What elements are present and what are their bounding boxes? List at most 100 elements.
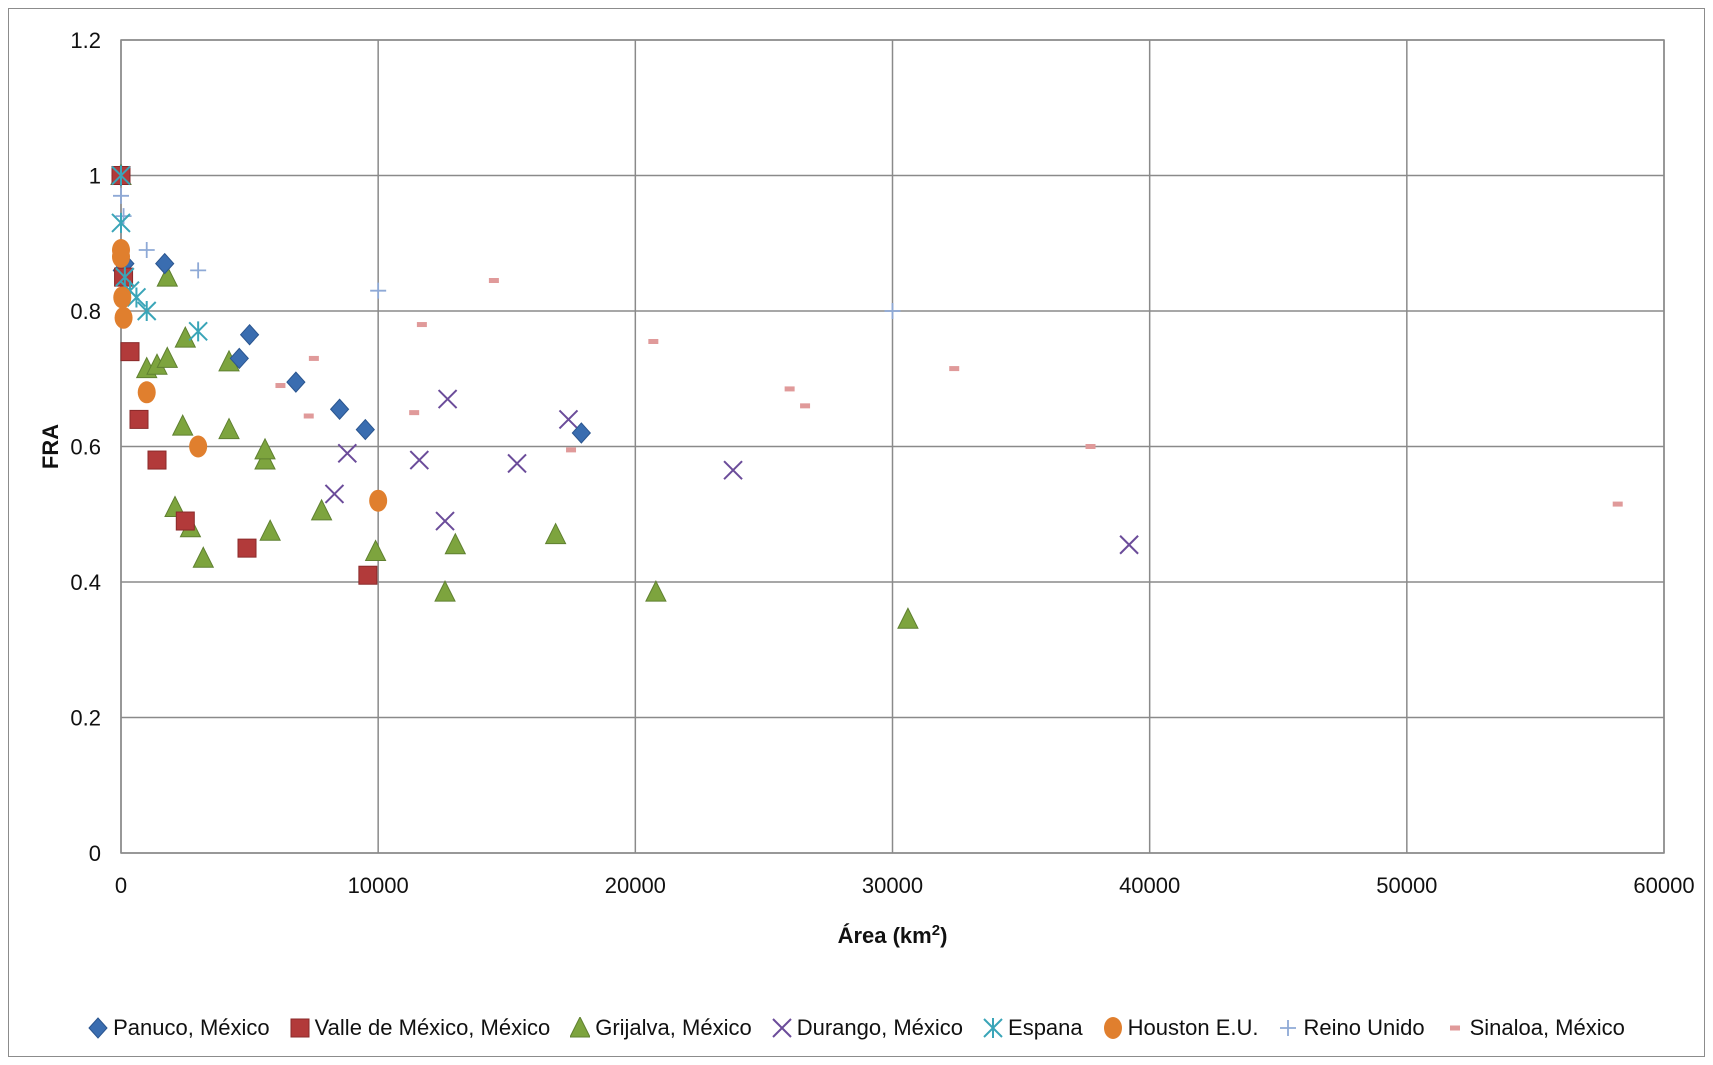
data-point	[120, 342, 140, 362]
x-tick-label: 60000	[1633, 873, 1694, 898]
data-point	[645, 580, 667, 602]
data-point	[723, 460, 743, 480]
series-circle-points	[112, 239, 388, 512]
data-point	[138, 242, 155, 259]
data-point	[259, 519, 281, 541]
legend-marker	[1103, 1017, 1122, 1039]
plot-area	[120, 39, 1665, 854]
data-point	[571, 422, 592, 444]
data-point	[444, 532, 467, 555]
series-dash-points	[118, 173, 1623, 507]
data-point	[435, 511, 455, 531]
legend-marker-shape	[290, 1018, 310, 1038]
data-point	[156, 265, 179, 287]
legend-item: Grijalva, México	[570, 1015, 752, 1041]
data-point	[188, 321, 208, 342]
data-point	[218, 417, 240, 440]
data-point	[111, 212, 131, 233]
data-point	[437, 389, 458, 409]
legend-marker	[88, 1017, 108, 1039]
data-point	[308, 355, 319, 361]
data-point	[566, 447, 577, 453]
y-tick-label: 1.2	[70, 28, 101, 53]
y-axis-title: FRA	[38, 424, 63, 469]
legend-marker	[1449, 1025, 1460, 1031]
x-tick-label: 50000	[1376, 873, 1437, 898]
y-tick-label: 0.8	[70, 299, 101, 324]
data-point	[112, 245, 130, 268]
y-tick-label: 0.2	[70, 706, 101, 731]
data-point	[137, 381, 156, 404]
data-point	[129, 409, 149, 429]
x-tick-label: 20000	[605, 873, 666, 898]
data-point	[544, 522, 567, 545]
plot-area-border	[120, 39, 1665, 854]
legend-item: Reino Unido	[1278, 1015, 1425, 1041]
data-point	[229, 347, 249, 370]
data-point	[416, 322, 427, 328]
x-axis-title-close: )	[940, 923, 947, 948]
data-point	[364, 539, 387, 562]
series-triangle-points	[110, 163, 919, 629]
legend-label: Panuco, México	[113, 1015, 270, 1040]
data-point	[1119, 535, 1139, 555]
data-point	[409, 450, 430, 470]
data-point	[174, 325, 197, 348]
legend-marker-shape	[88, 1017, 108, 1039]
data-point	[156, 346, 179, 368]
legend-label: Sinaloa, México	[1469, 1015, 1625, 1040]
x-tick-label: 30000	[862, 873, 923, 898]
legend-label: Grijalva, México	[595, 1015, 752, 1040]
data-point	[155, 252, 175, 275]
legend-marker-shape	[570, 1017, 591, 1038]
legend-item: Espana	[983, 1015, 1083, 1041]
data-point	[286, 371, 306, 393]
data-point	[324, 484, 345, 504]
data-point	[171, 414, 194, 436]
data-points	[110, 163, 1623, 629]
x-axis-title-text: Área (km	[838, 923, 932, 948]
data-point	[111, 165, 131, 186]
legend-marker-shape	[983, 1018, 1003, 1038]
y-tick-label: 0.4	[70, 570, 101, 595]
data-point	[358, 565, 378, 585]
y-tick-label: 0	[89, 841, 101, 866]
data-point	[488, 278, 499, 284]
data-point	[507, 453, 527, 474]
data-point	[254, 437, 276, 460]
data-point	[147, 450, 167, 470]
x-tick-label: 0	[115, 873, 127, 898]
data-point	[114, 306, 133, 329]
legend-marker	[771, 1018, 792, 1038]
legend-marker	[983, 1018, 1003, 1038]
data-point	[370, 282, 387, 299]
x-axis-title-superscript: 2	[932, 922, 940, 939]
data-point	[1612, 501, 1623, 507]
data-point	[189, 435, 208, 458]
x-axis-tick-labels: 0 10000 20000 30000 40000 50000 60000	[115, 873, 1695, 898]
x-axis-title: Área (km2)	[838, 922, 948, 948]
legend-item: Valle de México, México	[290, 1015, 551, 1041]
data-point	[192, 546, 215, 568]
legend-marker	[570, 1017, 591, 1038]
data-point	[434, 580, 456, 602]
legend-marker	[1280, 1020, 1297, 1036]
data-point	[558, 409, 579, 430]
legend-label: Houston E.U.	[1127, 1015, 1259, 1040]
grid-lines	[120, 39, 1665, 854]
series-diamond-points	[111, 164, 592, 444]
legend-marker-shape	[1280, 1020, 1297, 1036]
data-point	[409, 410, 420, 416]
legend-item: Durango, México	[771, 1015, 963, 1041]
data-point	[648, 338, 659, 344]
legend-label: Valle de México, México	[314, 1015, 551, 1040]
y-tick-label: 1	[89, 164, 101, 189]
data-point	[897, 607, 919, 629]
data-point	[884, 303, 901, 319]
data-point	[237, 538, 257, 558]
legend-marker-shape	[1103, 1017, 1122, 1039]
data-point	[1085, 444, 1096, 449]
legend-label: Reino Unido	[1303, 1015, 1425, 1040]
data-point	[369, 489, 388, 512]
